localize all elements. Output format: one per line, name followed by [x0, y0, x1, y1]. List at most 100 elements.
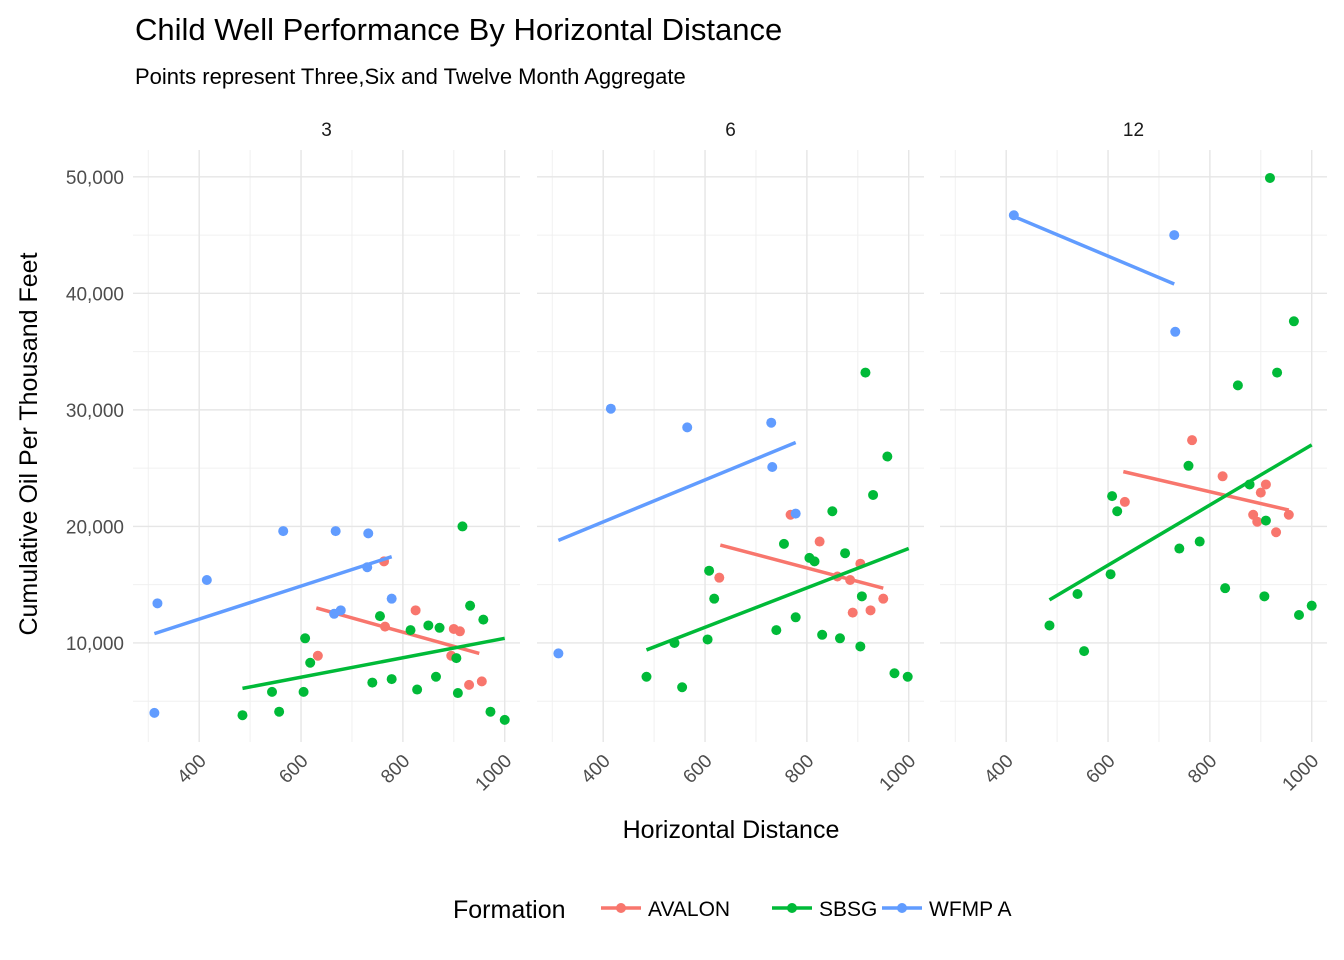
data-point — [902, 671, 913, 682]
data-point — [454, 626, 465, 637]
trend-line — [242, 636, 506, 691]
trend-line — [1122, 469, 1290, 512]
y-axis-label: Cumulative Oil Per Thousand Feet — [15, 252, 43, 635]
x-tick-label: 600 — [679, 751, 716, 788]
data-point — [790, 612, 801, 623]
data-point — [882, 451, 893, 462]
data-point — [771, 625, 782, 636]
data-point — [1119, 496, 1130, 507]
data-point — [809, 556, 820, 567]
data-point — [478, 614, 489, 625]
chart-subtitle: Points represent Three,Six and Twelve Mo… — [135, 64, 686, 89]
data-point — [817, 629, 828, 640]
y-tick-label: 10,000 — [66, 634, 124, 655]
data-point — [709, 593, 720, 604]
data-point — [605, 403, 616, 414]
data-point — [1220, 583, 1231, 594]
data-point — [856, 591, 867, 602]
data-point — [452, 688, 463, 699]
facet-strip-label: 12 — [1123, 120, 1144, 141]
y-tick-label: 40,000 — [66, 284, 124, 305]
data-point — [330, 526, 341, 537]
data-point — [405, 625, 416, 636]
data-point — [305, 657, 316, 668]
series-wfmp-a — [149, 526, 397, 718]
trend-line — [557, 440, 797, 543]
trend-line — [153, 555, 393, 636]
data-point — [476, 676, 487, 687]
data-point — [1260, 479, 1271, 490]
data-point — [834, 633, 845, 644]
data-point — [423, 620, 434, 631]
series-sbsg — [237, 521, 510, 725]
data-point — [553, 648, 564, 659]
facet-panel-6: 6 400 600 800 1000 — [537, 120, 924, 795]
data-point — [1255, 487, 1266, 498]
data-point — [865, 605, 876, 616]
legend-entry-label: WFMP A — [929, 898, 1011, 921]
data-point — [889, 668, 900, 679]
facet-strip-label: 6 — [725, 120, 736, 141]
chart-title: Child Well Performance By Horizontal Dis… — [135, 12, 782, 47]
data-point — [682, 422, 693, 433]
trend-line — [1013, 214, 1175, 286]
data-point — [1169, 230, 1180, 241]
data-point — [386, 674, 397, 685]
x-tick-label: 400 — [980, 751, 1017, 788]
data-point — [1232, 380, 1243, 391]
data-point — [434, 622, 445, 633]
data-point — [1112, 506, 1123, 517]
data-point — [312, 650, 323, 661]
data-point — [860, 367, 871, 378]
data-point — [1044, 620, 1055, 631]
data-point — [868, 489, 879, 500]
x-tick-label: 800 — [377, 751, 414, 788]
data-point — [1288, 316, 1299, 327]
data-point — [363, 528, 374, 539]
data-point — [267, 686, 278, 697]
x-tick-label: 400 — [577, 751, 614, 788]
data-point — [1259, 591, 1270, 602]
x-tick-label: 600 — [1082, 751, 1119, 788]
legend-entry-label: AVALON — [648, 898, 730, 921]
data-point — [1174, 543, 1185, 554]
legend-key-point — [897, 903, 907, 913]
data-point — [847, 607, 858, 618]
data-point — [1187, 435, 1198, 446]
data-point — [457, 521, 468, 532]
data-point — [149, 707, 160, 718]
legend-entry-wfmp-a: WFMP A — [882, 898, 1011, 921]
data-point — [201, 575, 212, 586]
series-avalon — [1119, 435, 1294, 538]
data-point — [1252, 516, 1263, 527]
data-point — [814, 536, 825, 547]
data-point — [412, 684, 423, 695]
data-point — [1272, 367, 1283, 378]
data-point — [451, 653, 462, 664]
data-point — [410, 605, 421, 616]
y-tick-label: 20,000 — [66, 517, 124, 538]
data-point — [386, 593, 397, 604]
data-point — [485, 706, 496, 717]
x-tick-label: 800 — [781, 751, 818, 788]
legend-entry-label: SBSG — [819, 898, 877, 921]
data-point — [1072, 589, 1083, 599]
data-point — [152, 598, 163, 609]
data-point — [878, 593, 889, 604]
data-point — [274, 706, 285, 717]
data-point — [1183, 460, 1194, 471]
trend-line — [645, 546, 910, 652]
legend: Formation AVALON SBSG WFMP A — [453, 896, 1011, 924]
data-point — [1194, 536, 1205, 547]
facet-panel-3: 3 400 600 800 1000 10,000 20,000 30,000 40,000 50… — [66, 120, 520, 795]
trend-line — [1048, 443, 1313, 602]
x-axis-label: Horizontal Distance — [623, 816, 840, 844]
y-tick-label: 30,000 — [66, 401, 124, 422]
facet-panel-12: 12 400 600 800 1000 — [940, 120, 1327, 795]
data-point — [778, 538, 789, 549]
series-sbsg — [641, 367, 913, 693]
legend-entry-sbsg: SBSG — [772, 898, 877, 921]
data-point — [702, 634, 713, 645]
data-point — [374, 611, 385, 622]
x-tick-label: 800 — [1184, 751, 1221, 788]
